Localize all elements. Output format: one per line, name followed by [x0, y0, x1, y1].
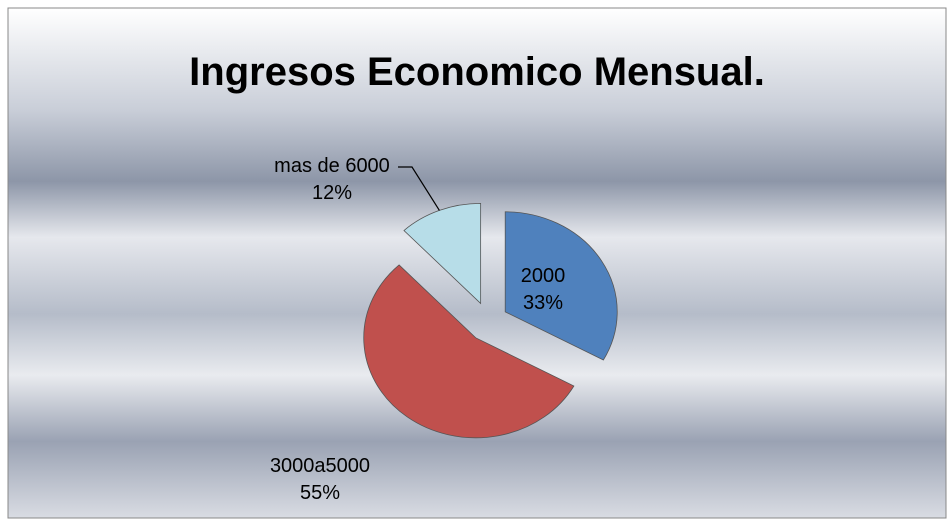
slice-value-label: 12% [312, 182, 352, 204]
pie-slice [363, 264, 575, 439]
slice-value-label: 33% [523, 292, 563, 314]
slice-category-label: 3000a5000 [270, 455, 370, 477]
slice-category-label: mas de 6000 [274, 155, 390, 177]
chart-title: Ingresos Economico Mensual. [189, 50, 765, 94]
pie-slice [504, 211, 618, 361]
slice-value-label: 55% [300, 482, 340, 504]
slice-category-label: 2000 [521, 265, 566, 287]
leader-line [398, 166, 440, 211]
